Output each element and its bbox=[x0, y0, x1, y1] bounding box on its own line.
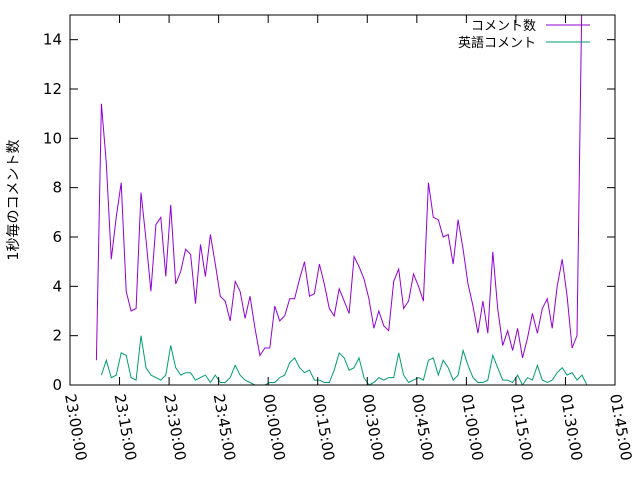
x-tick-label: 23:00:00 bbox=[61, 393, 90, 462]
y-tick-label: 12 bbox=[43, 80, 62, 98]
legend-label-series-2: 英語コメント bbox=[458, 35, 536, 51]
x-tick-label: 01:15:00 bbox=[507, 393, 536, 462]
x-axis-tick-labels: 23:00:00 23:15:00 23:30:00 23:45:00 00:00:00… bbox=[61, 393, 635, 462]
plot-frame bbox=[69, 14, 616, 386]
y-axis-label: 1秒毎のコメント数 bbox=[6, 140, 22, 261]
x-tick-label: 01:00:00 bbox=[457, 393, 486, 462]
y-tick-label: 2 bbox=[52, 327, 62, 345]
x-tick-label: 00:45:00 bbox=[408, 393, 437, 462]
y-tick-label: 14 bbox=[43, 31, 62, 49]
x-tick-label: 23:15:00 bbox=[111, 393, 140, 462]
legend-label-series-1: コメント数 bbox=[471, 19, 536, 34]
x-tick-label: 01:45:00 bbox=[606, 393, 635, 462]
y-tick-label: 10 bbox=[43, 129, 62, 147]
y-tick-label: 0 bbox=[52, 376, 62, 394]
y-tick-label: 8 bbox=[52, 179, 62, 197]
x-tick-label: 23:45:00 bbox=[210, 393, 239, 462]
x-tick-label: 00:00:00 bbox=[259, 393, 288, 462]
x-tick-label: 00:30:00 bbox=[358, 393, 387, 462]
y-tick-label: 6 bbox=[52, 228, 62, 246]
axis-ticks bbox=[69, 15, 616, 386]
plot-lines bbox=[95, 15, 588, 385]
x-tick-label: 23:30:00 bbox=[160, 393, 189, 462]
x-tick-label: 01:30:00 bbox=[557, 393, 586, 462]
series-line-2 bbox=[100, 335, 588, 385]
y-axis-tick-labels: 0 2 4 6 8 10 12 14 bbox=[43, 31, 62, 394]
x-tick-label: 00:15:00 bbox=[309, 393, 338, 462]
y-tick-label: 4 bbox=[52, 277, 62, 295]
legend: コメント数 英語コメント bbox=[458, 19, 590, 51]
series-line-1 bbox=[95, 15, 583, 361]
